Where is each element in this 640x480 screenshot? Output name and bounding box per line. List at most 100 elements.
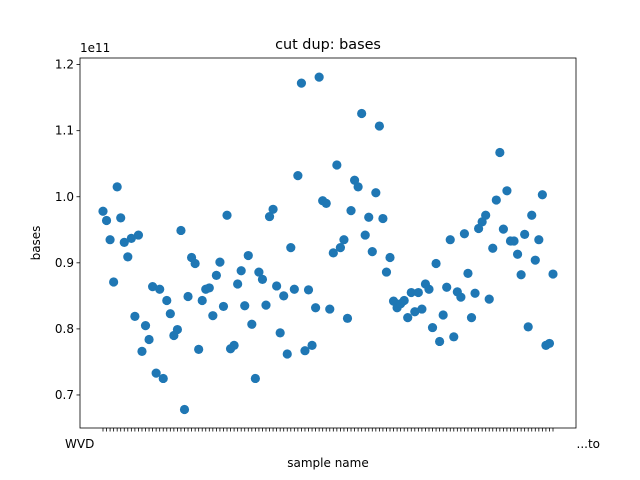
data-point xyxy=(261,300,271,310)
data-point xyxy=(257,274,268,284)
data-point xyxy=(544,338,555,349)
data-point xyxy=(346,206,356,216)
data-point xyxy=(98,206,108,216)
data-point xyxy=(151,368,161,378)
data-point xyxy=(445,235,455,245)
data-point xyxy=(218,301,229,312)
data-point xyxy=(264,211,275,222)
data-point xyxy=(381,267,392,277)
data-point xyxy=(456,292,466,302)
data-point xyxy=(130,311,140,321)
data-point xyxy=(435,336,445,347)
data-point xyxy=(148,282,158,292)
data-point xyxy=(367,246,377,257)
data-point xyxy=(183,291,193,302)
data-point xyxy=(498,224,508,234)
data-point xyxy=(509,236,519,246)
data-point xyxy=(502,186,512,196)
data-point xyxy=(413,287,423,298)
plot-frame xyxy=(79,57,577,429)
data-point xyxy=(268,204,278,214)
data-point xyxy=(240,301,250,311)
data-point xyxy=(424,284,434,294)
data-point xyxy=(378,213,388,224)
data-point xyxy=(335,243,346,253)
data-point xyxy=(406,287,416,298)
data-point xyxy=(172,324,183,335)
data-point xyxy=(488,243,498,253)
y-tick-label: 0.7 xyxy=(55,388,74,402)
data-point xyxy=(527,210,537,220)
data-point xyxy=(417,304,427,314)
x-tick-label-last: ...to xyxy=(577,437,601,451)
y-axis-label: bases xyxy=(29,226,43,261)
chart-title: cut dup: bases xyxy=(275,37,381,53)
data-point xyxy=(530,255,540,265)
data-point xyxy=(360,230,370,240)
data-point xyxy=(140,320,151,331)
data-point xyxy=(296,78,307,88)
data-point xyxy=(272,281,282,291)
y-ticks: 0.7 0.8 0.9 1.0 1.1 1.2 xyxy=(55,58,80,402)
data-point xyxy=(427,322,438,333)
data-point xyxy=(194,344,204,354)
data-point xyxy=(364,212,374,222)
data-point xyxy=(374,121,384,131)
data-point xyxy=(176,225,186,236)
data-point xyxy=(314,72,324,82)
data-point xyxy=(101,215,112,226)
data-point xyxy=(190,258,200,269)
data-point xyxy=(491,195,501,205)
data-point xyxy=(233,279,243,289)
data-point xyxy=(523,322,533,332)
data-point xyxy=(222,210,232,220)
y-tick-label: 1.1 xyxy=(55,124,74,138)
data-point xyxy=(116,213,126,223)
data-point xyxy=(109,277,119,287)
data-point xyxy=(137,346,147,356)
data-point xyxy=(286,243,296,253)
data-point xyxy=(279,291,289,301)
data-point xyxy=(158,373,168,384)
data-point xyxy=(403,313,413,323)
data-point xyxy=(442,282,452,292)
data-point xyxy=(466,313,477,323)
data-point xyxy=(410,307,420,317)
data-point xyxy=(211,270,221,280)
data-point xyxy=(243,250,253,261)
x-ticks xyxy=(102,428,554,432)
data-point xyxy=(123,252,133,262)
data-point xyxy=(303,285,314,295)
data-point xyxy=(512,249,523,259)
data-point xyxy=(293,171,303,181)
data-points xyxy=(98,72,558,415)
y-offset-label: 1e11 xyxy=(80,41,110,55)
y-tick-label: 1.2 xyxy=(55,58,74,72)
data-point xyxy=(342,313,353,323)
data-point xyxy=(119,237,129,247)
data-point xyxy=(548,269,558,279)
data-point xyxy=(339,235,349,245)
data-point xyxy=(310,303,321,313)
data-point xyxy=(438,310,448,320)
data-point xyxy=(282,349,292,359)
data-point xyxy=(275,328,285,338)
data-point xyxy=(328,248,338,258)
data-point xyxy=(353,182,363,192)
data-point xyxy=(399,295,409,306)
data-point xyxy=(250,373,260,384)
y-tick-label: 0.8 xyxy=(55,322,74,336)
data-point xyxy=(289,284,299,294)
data-point xyxy=(155,284,165,294)
data-point xyxy=(385,252,395,263)
data-point xyxy=(495,147,505,158)
data-point xyxy=(537,190,547,200)
data-point xyxy=(204,283,214,293)
data-point xyxy=(144,334,154,345)
data-point xyxy=(516,270,526,280)
data-point xyxy=(254,267,264,277)
y-tick-label: 0.9 xyxy=(55,256,74,270)
data-point xyxy=(357,108,367,119)
data-point xyxy=(247,319,257,329)
